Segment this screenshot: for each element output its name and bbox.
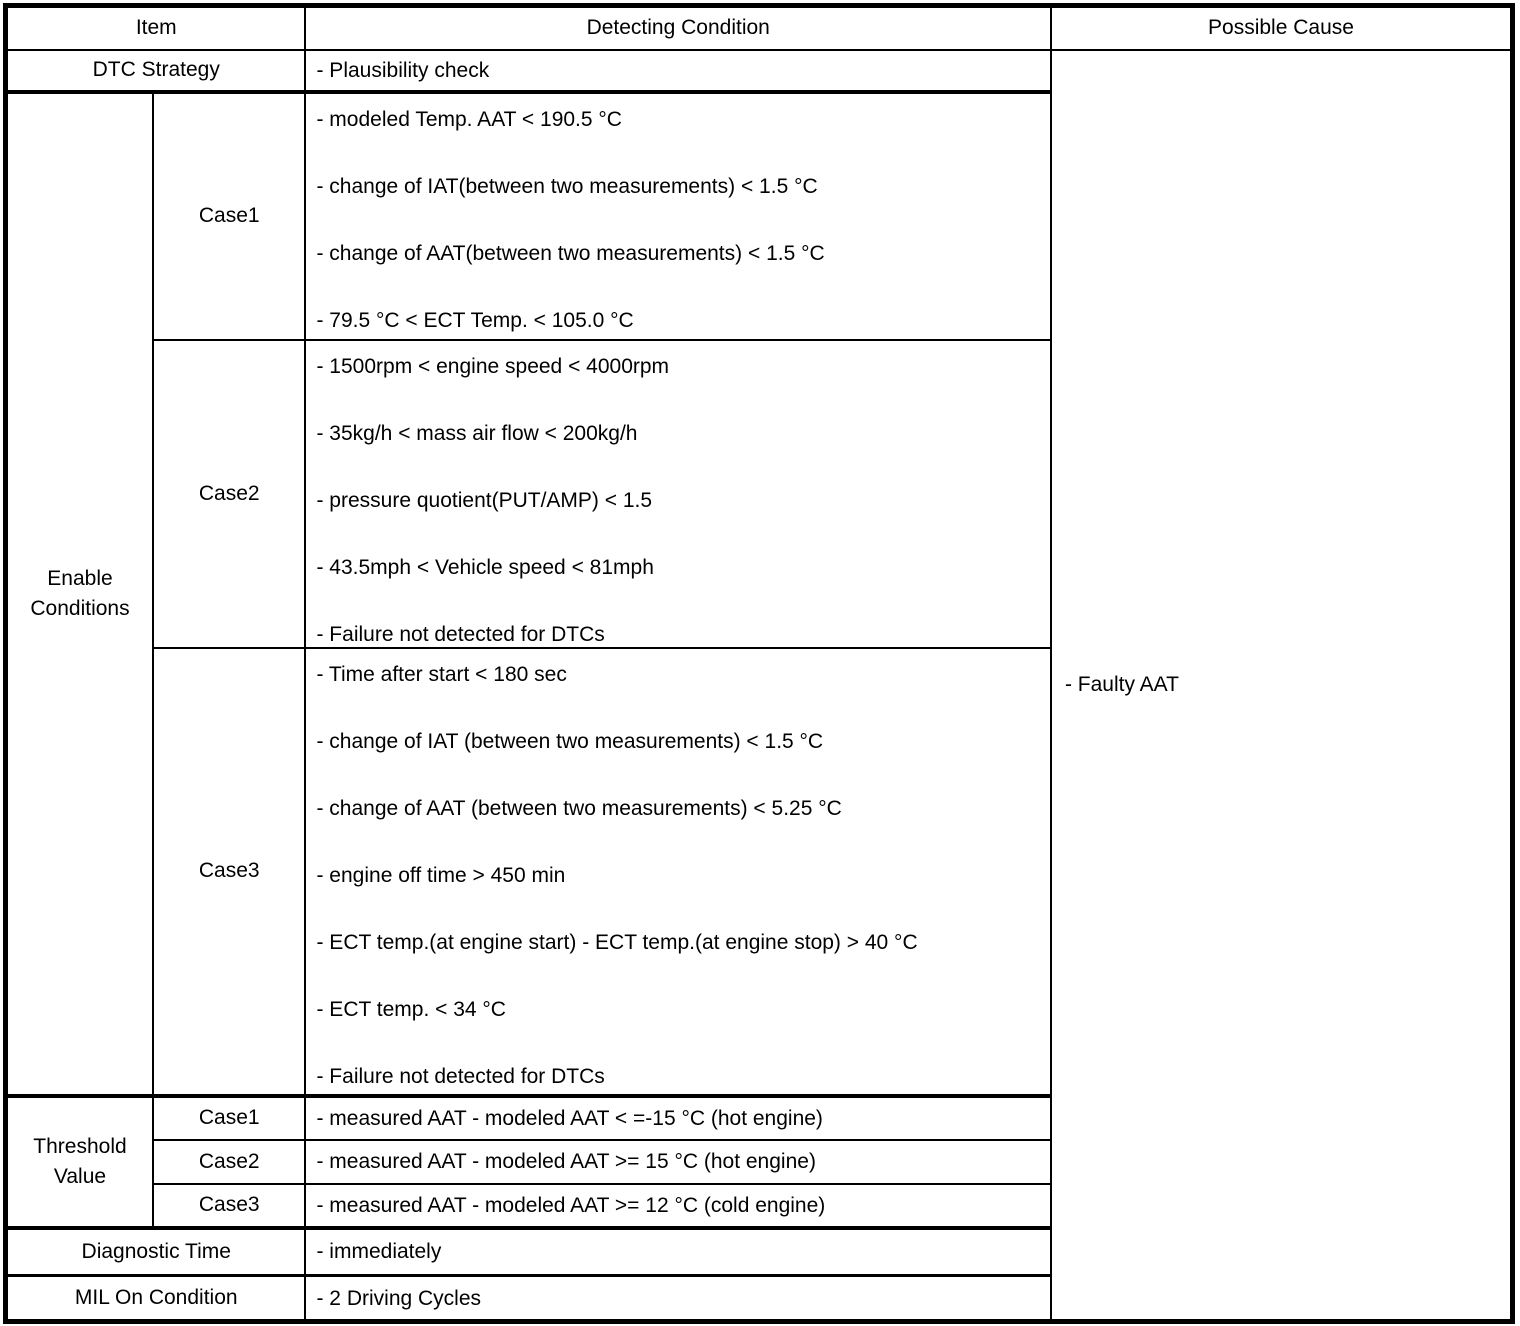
row-dtc-strategy: DTC Strategy - Plausibility check - Faul… xyxy=(4,48,1514,1323)
column-header-detecting-condition: Detecting Condition xyxy=(304,4,1052,51)
condition-line: - pressure quotient(PUT/AMP) < 1.5 xyxy=(316,488,653,512)
row-threshold-case3: Case3 - measured AAT - modeled AAT >= 12… xyxy=(6,1182,1513,1229)
condition-line: - 35kg/h < mass air flow < 200kg/h xyxy=(316,421,638,445)
enable-case2-label: Case2 xyxy=(151,338,307,649)
row-enable-case2: Case2 - 1500rpm < engine speed < 4000rpm… xyxy=(6,338,1513,649)
threshold-case1-label: Case1 xyxy=(151,1093,307,1141)
threshold-case3-label: Case3 xyxy=(151,1182,307,1229)
dtc-strategy-condition: - Plausibility check xyxy=(304,48,1052,93)
row-mil-on-condition: MIL On Condition - 2 Driving Cycles xyxy=(4,1274,1513,1323)
enable-case3-label: Case3 xyxy=(151,646,307,1097)
table-header-row: Item Detecting Condition Possible Cause xyxy=(4,4,1514,51)
enable-conditions-label: Enable Conditions xyxy=(4,89,154,1097)
condition-line: - Failure not detected for DTCs xyxy=(316,622,605,646)
enable-case1-conditions: - modeled Temp. AAT < 190.5 °C - change … xyxy=(304,89,1052,341)
possible-cause-value: - Faulty AAT xyxy=(1049,48,1514,1323)
enable-case1-label: Case1 xyxy=(151,89,307,341)
condition-line: - change of AAT(between two measurements… xyxy=(316,241,825,265)
diagnostic-time-label: Diagnostic Time xyxy=(4,1225,307,1277)
row-diagnostic-time: Diagnostic Time - immediately xyxy=(4,1225,1513,1277)
dtc-strategy-label: DTC Strategy xyxy=(4,48,307,93)
mil-on-condition-label: MIL On Condition xyxy=(4,1274,307,1323)
condition-line: - 79.5 °C < ECT Temp. < 105.0 °C xyxy=(316,308,634,332)
condition-line: - change of IAT (between two measurement… xyxy=(316,729,824,753)
condition-line: - engine off time > 450 min xyxy=(316,863,566,887)
condition-line: - 1500rpm < engine speed < 4000rpm xyxy=(316,354,670,378)
row-enable-case3: Case3 - Time after start < 180 sec - cha… xyxy=(6,646,1513,1097)
row-enable-case1: Enable Conditions Case1 - modeled Temp. … xyxy=(4,89,1513,1097)
threshold-case1-condition: - measured AAT - modeled AAT < =-15 °C (… xyxy=(304,1093,1052,1141)
row-threshold-case1: Threshold Value Case1 - measured AAT - m… xyxy=(4,1093,1513,1229)
column-header-possible-cause: Possible Cause xyxy=(1049,4,1514,51)
threshold-value-label: Threshold Value xyxy=(4,1093,154,1229)
mil-on-condition-condition: - 2 Driving Cycles xyxy=(304,1274,1052,1323)
condition-line: - change of IAT(between two measurements… xyxy=(316,174,818,198)
enable-case3-conditions: - Time after start < 180 sec - change of… xyxy=(304,646,1052,1097)
diagnostic-time-condition: - immediately xyxy=(304,1225,1052,1277)
condition-line: - ECT temp. < 34 °C xyxy=(316,997,506,1021)
enable-case2-conditions: - 1500rpm < engine speed < 4000rpm - 35k… xyxy=(304,338,1052,649)
condition-line: - ECT temp.(at engine start) - ECT temp.… xyxy=(316,930,918,954)
column-header-item: Item xyxy=(4,4,307,51)
threshold-case2-label: Case2 xyxy=(151,1138,307,1185)
condition-line: - change of AAT (between two measurement… xyxy=(316,796,842,820)
condition-line: - 43.5mph < Vehicle speed < 81mph xyxy=(316,555,654,579)
condition-line: - Time after start < 180 sec xyxy=(316,662,567,686)
condition-line: - Failure not detected for DTCs xyxy=(316,1064,605,1088)
threshold-case2-condition: - measured AAT - modeled AAT >= 15 °C (h… xyxy=(304,1138,1052,1185)
threshold-case3-condition: - measured AAT - modeled AAT >= 12 °C (c… xyxy=(304,1182,1052,1229)
row-threshold-case2: Case2 - measured AAT - modeled AAT >= 15… xyxy=(6,1138,1513,1185)
condition-line: - modeled Temp. AAT < 190.5 °C xyxy=(316,107,622,131)
dtc-spec-table: Item Detecting Condition Possible Cause … xyxy=(3,3,1515,1324)
